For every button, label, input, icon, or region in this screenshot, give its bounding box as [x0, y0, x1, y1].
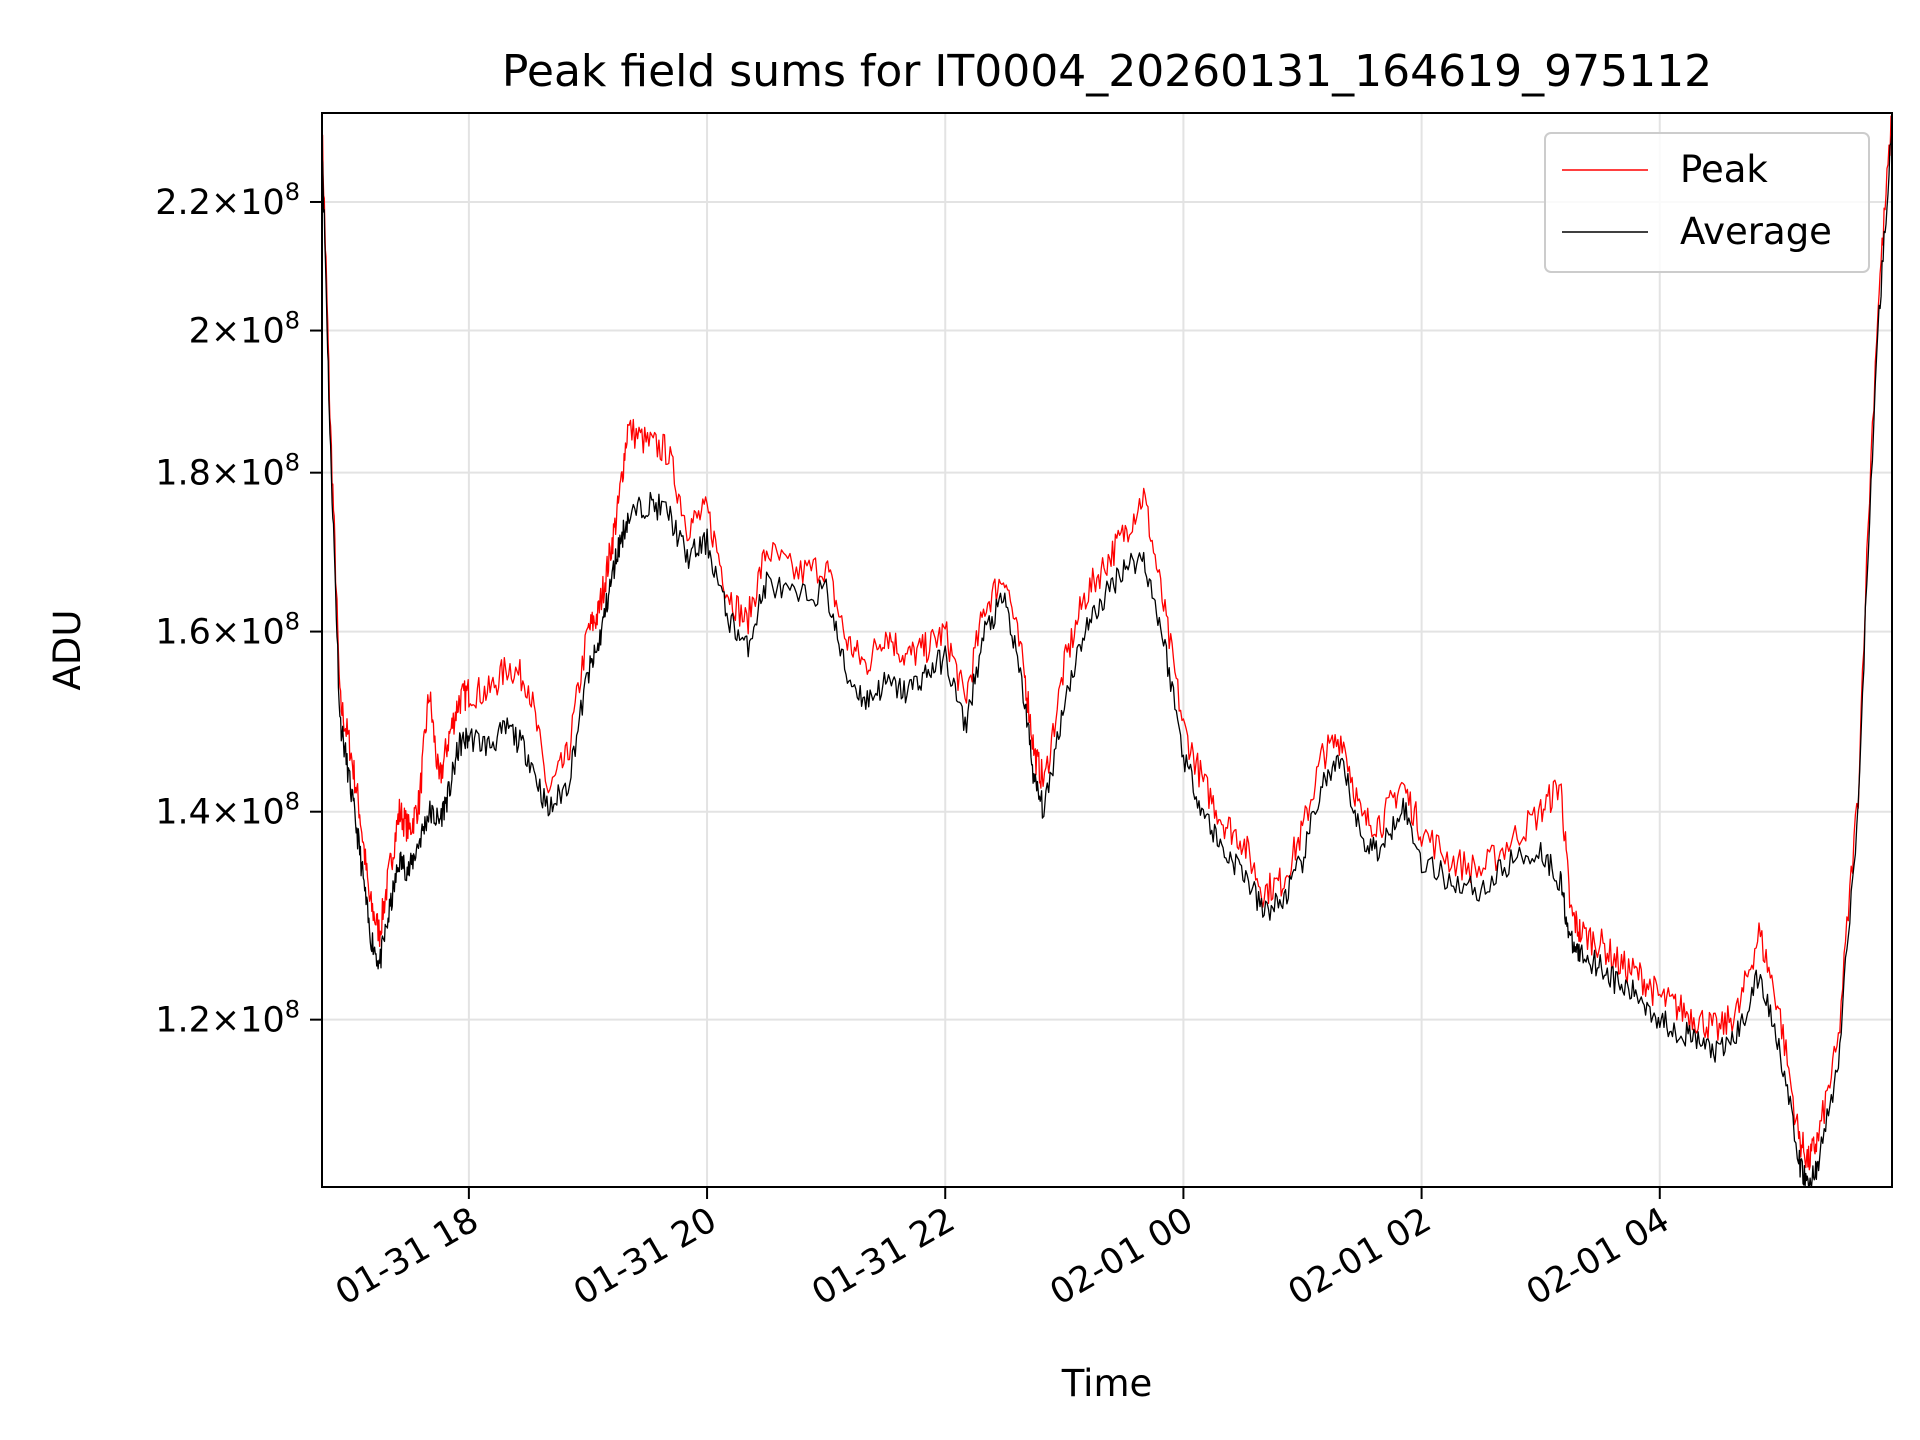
y-tick-label: 2.2×108 [155, 178, 300, 223]
plot-frame [321, 112, 1893, 1188]
x-axis-label: Time [1061, 1362, 1153, 1405]
y-tick-label: 1.8×108 [155, 449, 300, 494]
legend-label-average: Average [1680, 210, 1832, 253]
y-tick-label: 2×108 [189, 307, 300, 352]
grid [322, 113, 1892, 1187]
y-tick-label: 1.4×108 [155, 788, 300, 833]
chart-title: Peak field sums for IT0004_20260131_1646… [502, 46, 1712, 97]
series-layer [321, 115, 1893, 1188]
legend-label-peak: Peak [1680, 148, 1768, 191]
y-tick-label: 1.2×108 [155, 996, 300, 1041]
y-tick-label: 1.6×108 [155, 608, 300, 653]
legend-box [1544, 132, 1870, 273]
y-axis-label: ADU [46, 610, 89, 691]
series-peak-line [321, 115, 1893, 1171]
series-average-line [321, 130, 1893, 1188]
legend: Peak Average [1544, 132, 1870, 273]
